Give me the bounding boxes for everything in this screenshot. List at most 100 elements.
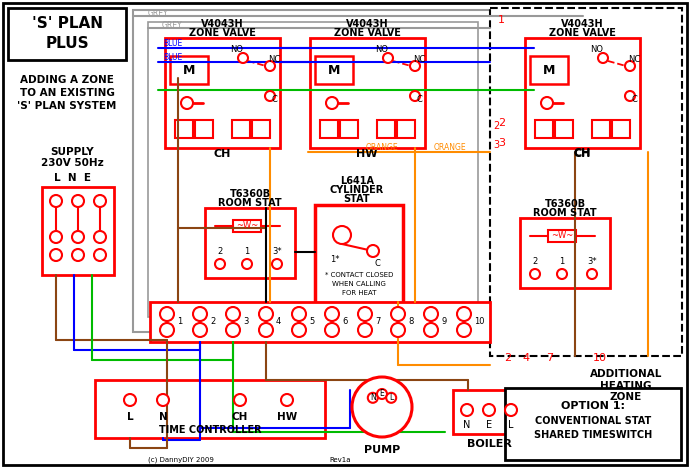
Circle shape: [326, 97, 338, 109]
Text: CH: CH: [573, 149, 591, 159]
Text: L  N  E: L N E: [54, 173, 90, 183]
Bar: [315, 56, 353, 84]
Circle shape: [333, 226, 351, 244]
Circle shape: [424, 323, 438, 337]
Text: TO AN EXISTING: TO AN EXISTING: [19, 88, 115, 98]
Bar: [170, 56, 208, 84]
Circle shape: [72, 195, 84, 207]
Circle shape: [160, 323, 174, 337]
Circle shape: [505, 404, 517, 416]
Text: 3: 3: [493, 140, 499, 150]
Circle shape: [625, 91, 635, 101]
Text: ADDING A ZONE: ADDING A ZONE: [20, 75, 114, 85]
Circle shape: [557, 269, 567, 279]
Circle shape: [50, 195, 62, 207]
Text: L: L: [127, 412, 133, 422]
Text: ZONE: ZONE: [610, 392, 642, 402]
Text: E: E: [486, 420, 492, 430]
Text: L: L: [389, 393, 393, 402]
Bar: [555, 120, 573, 138]
Text: C: C: [374, 258, 380, 268]
Circle shape: [157, 394, 169, 406]
Bar: [530, 56, 568, 84]
Circle shape: [325, 307, 339, 321]
Text: 1: 1: [498, 15, 505, 25]
Circle shape: [72, 231, 84, 243]
Bar: [133, 10, 491, 332]
Text: ZONE VALVE: ZONE VALVE: [333, 28, 400, 38]
Circle shape: [383, 53, 393, 63]
Text: HW: HW: [277, 412, 297, 422]
Circle shape: [352, 377, 412, 437]
Text: 1: 1: [177, 317, 182, 327]
Bar: [8, 8, 126, 60]
Circle shape: [410, 61, 420, 71]
Text: HW: HW: [356, 149, 377, 159]
Bar: [525, 38, 640, 148]
Circle shape: [50, 231, 62, 243]
Text: NC: NC: [628, 56, 640, 65]
Text: 2: 2: [504, 353, 511, 363]
Text: 5: 5: [309, 317, 314, 327]
Text: PLUS: PLUS: [45, 36, 89, 51]
Bar: [148, 22, 478, 317]
Bar: [520, 218, 610, 288]
Text: 3*: 3*: [587, 257, 597, 266]
Text: NO: NO: [591, 45, 604, 54]
Circle shape: [226, 307, 240, 321]
Text: Rev1a: Rev1a: [329, 457, 351, 463]
Bar: [252, 120, 270, 138]
Text: 6: 6: [342, 317, 347, 327]
Text: SHARED TIMESWITCH: SHARED TIMESWITCH: [534, 430, 652, 440]
Text: 3: 3: [498, 138, 505, 148]
Bar: [535, 120, 553, 138]
Text: TIME CONTROLLER: TIME CONTROLLER: [159, 425, 262, 435]
Text: SUPPLY: SUPPLY: [50, 147, 94, 157]
Bar: [195, 120, 213, 138]
Text: M: M: [543, 64, 555, 76]
Bar: [548, 230, 576, 242]
Circle shape: [424, 307, 438, 321]
Text: ~W~: ~W~: [551, 232, 573, 241]
Bar: [233, 220, 261, 232]
Circle shape: [259, 307, 273, 321]
Circle shape: [124, 394, 136, 406]
Text: BLUE: BLUE: [163, 53, 182, 63]
Text: 'S' PLAN SYSTEM: 'S' PLAN SYSTEM: [17, 101, 117, 111]
Circle shape: [457, 307, 471, 321]
Text: ~W~: ~W~: [236, 221, 258, 231]
Text: HEATING: HEATING: [600, 381, 652, 391]
Bar: [320, 120, 338, 138]
Text: BLUE: BLUE: [163, 39, 182, 49]
Text: FOR HEAT: FOR HEAT: [342, 290, 376, 296]
Text: CONVENTIONAL STAT: CONVENTIONAL STAT: [535, 416, 651, 426]
Text: 9: 9: [441, 317, 446, 327]
Text: (c) DannyDIY 2009: (c) DannyDIY 2009: [148, 457, 214, 463]
Text: 10: 10: [474, 317, 484, 327]
Circle shape: [94, 231, 106, 243]
Text: 2: 2: [493, 121, 499, 131]
Circle shape: [367, 245, 379, 257]
Text: PUMP: PUMP: [364, 445, 400, 455]
Text: E: E: [380, 389, 384, 398]
Text: C: C: [271, 95, 277, 104]
Text: 2: 2: [498, 118, 505, 128]
Text: T6360B: T6360B: [230, 189, 270, 199]
Circle shape: [265, 61, 275, 71]
Text: 7: 7: [546, 353, 553, 363]
Text: 'S' PLAN: 'S' PLAN: [32, 15, 103, 30]
Text: 3*: 3*: [272, 248, 282, 256]
Text: 7: 7: [375, 317, 380, 327]
Text: N: N: [370, 393, 375, 402]
Text: * CONTACT CLOSED: * CONTACT CLOSED: [325, 272, 393, 278]
Text: GREY: GREY: [162, 21, 183, 29]
Bar: [340, 120, 358, 138]
Circle shape: [325, 323, 339, 337]
Circle shape: [391, 307, 405, 321]
Circle shape: [193, 307, 207, 321]
Text: 1: 1: [244, 248, 250, 256]
Circle shape: [259, 323, 273, 337]
Text: N: N: [159, 412, 168, 422]
Bar: [150, 302, 490, 342]
Text: 2: 2: [210, 317, 215, 327]
